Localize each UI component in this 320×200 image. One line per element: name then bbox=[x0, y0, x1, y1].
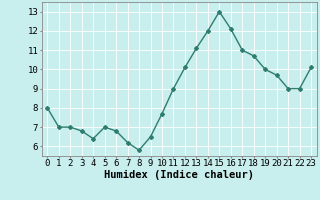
X-axis label: Humidex (Indice chaleur): Humidex (Indice chaleur) bbox=[104, 170, 254, 180]
